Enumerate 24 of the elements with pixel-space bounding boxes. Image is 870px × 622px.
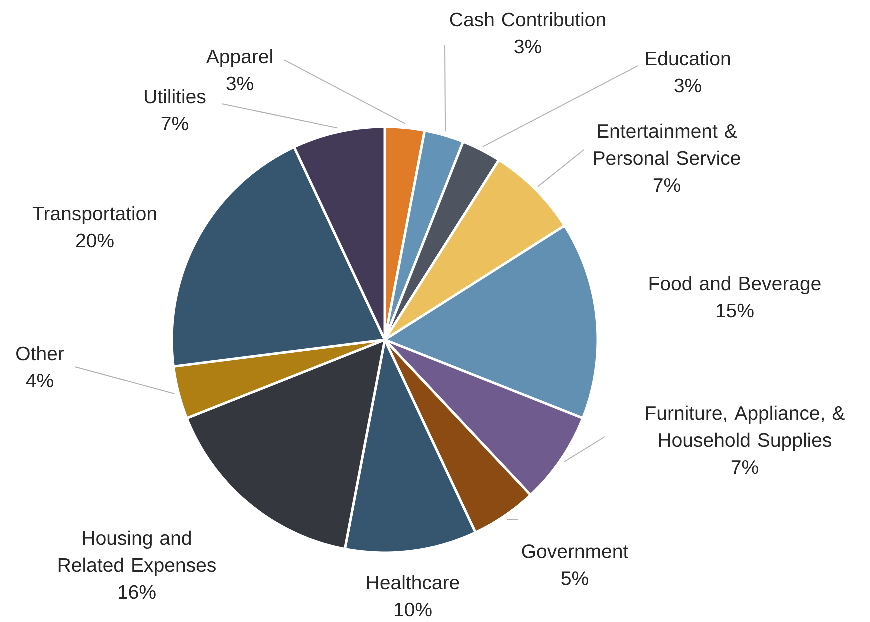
slice-label: Cash Contribution	[450, 12, 606, 27]
slice-label: Other	[16, 346, 64, 361]
slice-label: Government	[522, 544, 629, 558]
data-label: 7%	[654, 178, 680, 192]
data-label: 3%	[514, 40, 542, 54]
slice-label: Apparel	[206, 49, 272, 68]
data-label: 20%	[76, 234, 114, 248]
slice-label: Utilities	[145, 89, 206, 104]
data-label: 16%	[118, 585, 156, 600]
slice-label: Transportation	[32, 206, 156, 225]
slice-label: Healthcare	[367, 575, 460, 590]
slice-label: Furniture, Appliance, & Household Supplies	[646, 406, 845, 452]
data-label: 7%	[732, 460, 758, 474]
data-label: 15%	[716, 304, 754, 318]
data-label: 3%	[226, 76, 254, 91]
data-label: 10%	[394, 602, 432, 617]
data-label: 3%	[674, 78, 702, 93]
data-label: 5%	[562, 572, 588, 586]
slice-label: Entertainment & Personal Service	[594, 124, 740, 166]
data-label: 4%	[26, 374, 54, 388]
slice-label: Food and Beverage	[650, 276, 821, 295]
data-label: 7%	[162, 116, 188, 131]
slice-label: Housing and Related Expenses	[58, 530, 216, 576]
slice-label: Education	[646, 51, 730, 66]
